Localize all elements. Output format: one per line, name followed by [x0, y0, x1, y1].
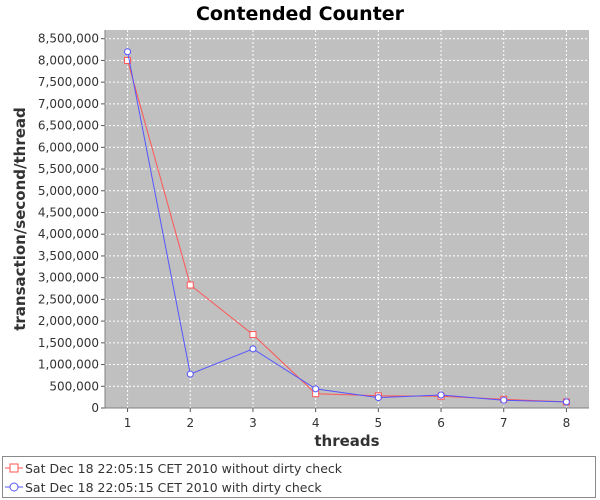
y-tick-label: 5,500,000 [38, 162, 99, 176]
data-point [249, 345, 257, 353]
chart: Contended Counter 0 500,000 1,000,000 1,500… [11, 3, 589, 450]
data-point [186, 370, 194, 378]
data-point [249, 331, 257, 339]
y-tick-label: 0 [91, 401, 99, 415]
legend-circle-marker-icon [5, 482, 23, 492]
x-tick-label: 8 [563, 416, 571, 430]
x-tick-label: 6 [437, 416, 445, 430]
data-point [186, 281, 194, 289]
y-tick-label: 4,000,000 [38, 227, 99, 241]
data-point [437, 391, 445, 399]
y-tick-label: 2,500,000 [38, 292, 99, 306]
y-tick-label: 8,500,000 [38, 32, 99, 46]
y-tick-label: 8,000,000 [38, 53, 99, 67]
data-point [374, 394, 382, 402]
data-point [124, 56, 132, 64]
data-point [124, 48, 132, 56]
axes: 0 500,000 1,000,000 1,500,000 2,000,000 2,500… [38, 30, 589, 430]
y-tick-label: 5,000,000 [38, 184, 99, 198]
y-tick-label: 3,500,000 [38, 249, 99, 263]
legend-label-without-dirty-check: Sat Dec 18 22:05:15 CET 2010 without dir… [25, 460, 343, 476]
series-line [127, 51, 567, 403]
x-tick-label: 5 [375, 416, 383, 430]
y-tick-label: 6,500,000 [38, 119, 99, 133]
x-axis-title: threads [314, 432, 379, 450]
y-tick-label: 2,000,000 [38, 314, 99, 328]
data-point [500, 396, 508, 404]
x-tick-label: 1 [124, 416, 132, 430]
legend-square-marker-icon [5, 463, 23, 473]
series-layer [124, 48, 570, 406]
y-tick-label: 1,500,000 [38, 336, 99, 350]
grid [105, 30, 589, 409]
data-point [312, 385, 320, 393]
y-tick-label: 7,500,000 [38, 75, 99, 89]
y-tick-label: 3,000,000 [38, 271, 99, 285]
x-tick-label: 7 [500, 416, 508, 430]
legend-item-without-dirty-check: Sat Dec 18 22:05:15 CET 2010 without dir… [5, 459, 342, 477]
y-axis-title: transaction/second/thread [11, 107, 29, 331]
legend-item-with-dirty-check: Sat Dec 18 22:05:15 CET 2010 with dirty … [5, 478, 322, 496]
plot-area [105, 30, 589, 408]
y-tick-label: 7,000,000 [38, 97, 99, 111]
x-tick-label: 4 [312, 416, 320, 430]
x-tick-label: 3 [249, 416, 257, 430]
series-line [127, 60, 567, 403]
y-tick-label: 6,000,000 [38, 140, 99, 154]
x-tick-label: 2 [186, 416, 194, 430]
data-point [562, 398, 570, 406]
series-1 [124, 48, 570, 406]
chart-title: Contended Counter [196, 3, 405, 25]
y-tick-label: 1,000,000 [38, 358, 99, 372]
y-tick-label: 500,000 [49, 379, 99, 393]
legend-label-with-dirty-check: Sat Dec 18 22:05:15 CET 2010 with dirty … [25, 479, 322, 495]
y-tick-label: 4,500,000 [38, 205, 99, 219]
legend: Sat Dec 18 22:05:15 CET 2010 without dir… [2, 456, 596, 498]
